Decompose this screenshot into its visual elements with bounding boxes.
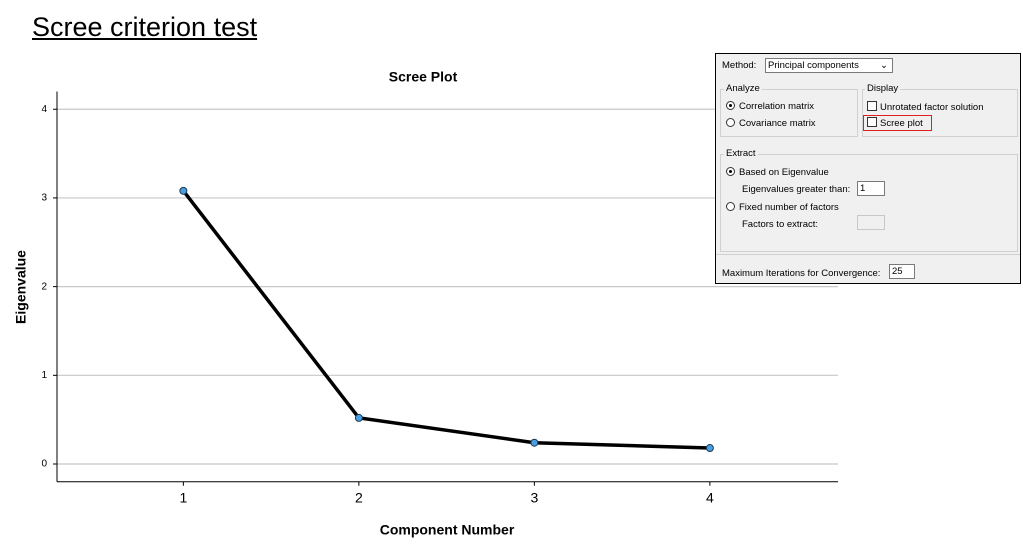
point: [354, 413, 363, 422]
option-label: Scree plot: [880, 118, 923, 129]
factors-label: Factors to extract:: [742, 219, 819, 230]
iterations-label: Maximum Iterations for Convergence:: [722, 268, 881, 279]
chart: Scree Plot Component Number Eigenvalue 0…: [13, 69, 838, 538]
x-tick-label: 1: [179, 489, 187, 505]
point: [530, 438, 539, 447]
y-tick-label: 4: [41, 104, 47, 115]
y-tick-label: 3: [41, 193, 47, 204]
y-tick-label: 2: [41, 281, 47, 292]
eigen-input[interactable]: 1: [857, 181, 885, 196]
x-axis-label: Component Number: [380, 522, 515, 538]
separator: [716, 254, 1020, 255]
check-unrotated[interactable]: Unrotated factor solution: [867, 101, 984, 113]
x-tick-label: 3: [530, 489, 538, 505]
x-tick-label: 4: [706, 489, 714, 505]
method-dropdown[interactable]: Principal components ⌄: [765, 58, 893, 73]
method-value: Principal components: [768, 60, 859, 71]
extract-title: Extract: [724, 148, 758, 159]
chart-title: Scree Plot: [389, 69, 458, 85]
analyze-group: [720, 89, 858, 137]
analyze-title: Analyze: [724, 83, 762, 94]
option-label: Fixed number of factors: [739, 202, 839, 213]
factor-extraction-dialog: Method: Principal components ⌄ Analyze Co…: [715, 53, 1021, 284]
option-label: Correlation matrix: [739, 101, 814, 112]
eigen-label: Eigenvalues greater than:: [742, 184, 851, 195]
extract-group: [720, 154, 1018, 252]
scree-line: [181, 189, 710, 450]
radio-correlation[interactable]: Correlation matrix: [726, 101, 814, 112]
check-scree[interactable]: Scree plot: [863, 115, 932, 131]
option-label: Based on Eigenvalue: [739, 167, 829, 178]
radio-covariance[interactable]: Covariance matrix: [726, 118, 816, 129]
radio-fixed[interactable]: Fixed number of factors: [726, 202, 839, 213]
option-label: Unrotated factor solution: [880, 102, 984, 113]
display-title: Display: [865, 83, 901, 94]
iterations-input[interactable]: 25: [889, 264, 915, 279]
y-tick-label: 0: [41, 459, 47, 470]
point: [705, 444, 714, 453]
factors-input[interactable]: [857, 215, 885, 230]
option-label: Covariance matrix: [739, 118, 816, 129]
method-label: Method:: [722, 60, 757, 71]
radio-eigenvalue[interactable]: Based on Eigenvalue: [726, 167, 829, 178]
slide-title: Scree criterion test: [32, 12, 258, 42]
x-tick-label: 2: [355, 489, 363, 505]
y-tick-label: 1: [41, 370, 47, 381]
y-axis-label: Eigenvalue: [13, 250, 29, 324]
display-group: [862, 89, 1018, 137]
point: [179, 186, 188, 195]
